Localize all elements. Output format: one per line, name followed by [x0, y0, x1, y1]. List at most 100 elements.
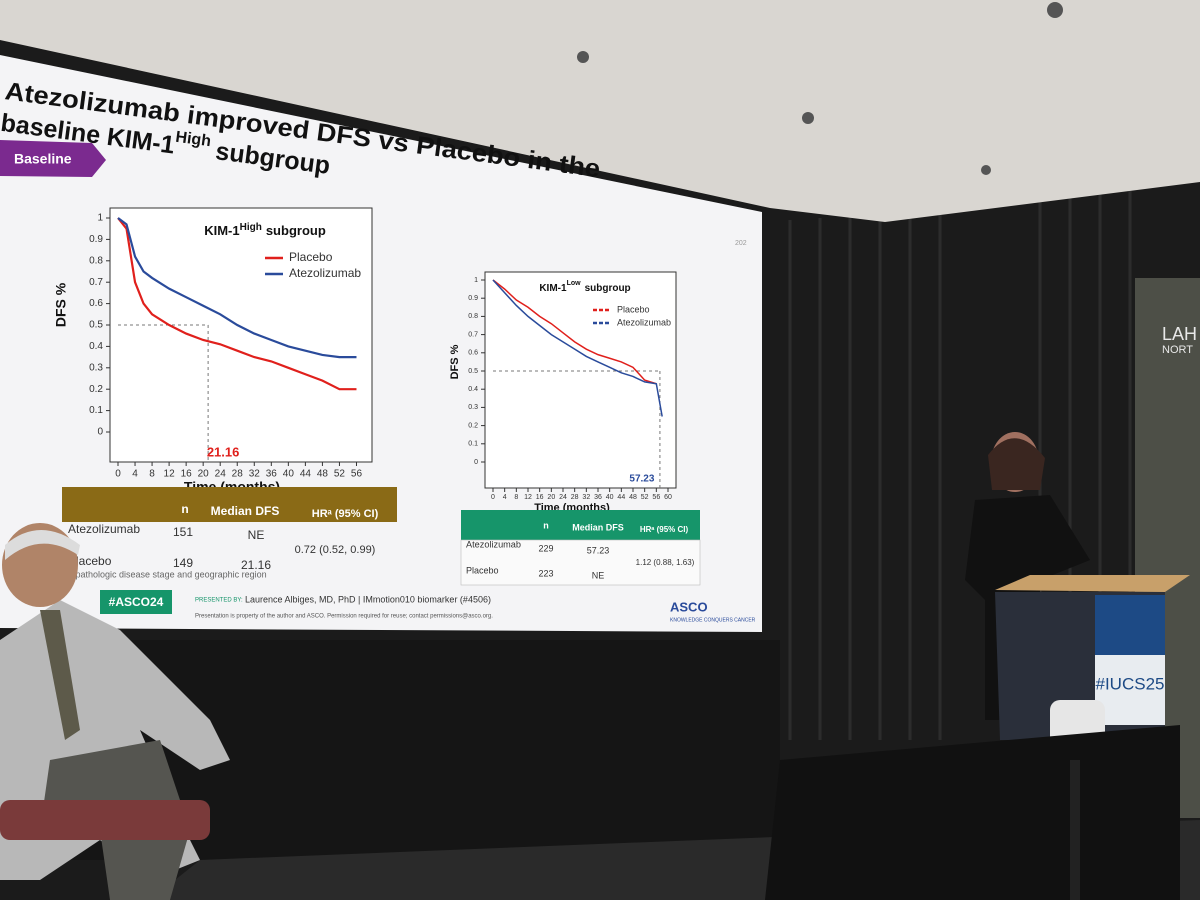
series-line [492, 279, 657, 385]
ceiling-light [1047, 2, 1063, 18]
x-tick-label: 12 [164, 469, 176, 480]
table: n Median DFS HRᵃ (95% CI) Atezolizumab 1… [62, 487, 397, 579]
y-tick-label: 0.8 [89, 255, 103, 266]
hashtag: #ASCO24 [109, 595, 164, 609]
table-head: n [181, 502, 188, 516]
x-tick-label: 48 [629, 494, 637, 501]
presenter: Laurence Albiges, MD, PhD | IMmotion010 … [245, 594, 491, 604]
x-tick-label: 36 [266, 469, 278, 480]
x-tick-label: 44 [300, 469, 312, 480]
x-tick-label: 52 [334, 469, 346, 480]
y-tick-label: 0.4 [468, 386, 478, 393]
y-tick-label: 0.6 [89, 298, 103, 309]
x-tick-label: 8 [514, 494, 518, 501]
table-header [461, 510, 700, 540]
series-line [117, 217, 357, 391]
table-cell: NE [248, 528, 265, 542]
y-tick-label: 0.6 [468, 350, 478, 357]
x-tick-label: 36 [594, 494, 602, 501]
x-tick-label: 28 [571, 494, 579, 501]
x-tick-label: 32 [582, 494, 590, 501]
y-tick-label: 0.9 [468, 295, 478, 302]
y-tick-label: 0 [97, 427, 103, 438]
footnote: a pathologic disease stage and geographi… [68, 569, 267, 579]
x-tick-label: 4 [132, 469, 138, 480]
ceiling-light [577, 51, 589, 63]
logo: ASCO [670, 599, 708, 614]
title-superscript: High [240, 222, 262, 233]
ceiling [0, 0, 1200, 222]
table-cell: NE [592, 570, 605, 580]
y-tick-label: 0.4 [89, 341, 103, 352]
x-tick-label: 60 [664, 494, 672, 501]
ceiling-light [802, 112, 814, 124]
podium: #IUCS25 [995, 575, 1190, 740]
legend-label: Atezolizumab [617, 317, 671, 327]
y-tick-label: 0.3 [89, 362, 103, 373]
x-tick-label: 52 [641, 494, 649, 501]
table-hr: 1.12 (0.88, 1.63) [636, 558, 695, 567]
x-tick-label: 8 [149, 469, 155, 480]
title-text: subgroup [585, 283, 631, 294]
x-tick-label: 0 [115, 469, 121, 480]
x-tick-label: 40 [606, 494, 614, 501]
y-tick-label: 0.5 [468, 368, 478, 375]
x-tick-label: 16 [536, 494, 544, 501]
table-body [460, 539, 701, 586]
title-superscript: Low [567, 280, 582, 287]
table-cell: Placebo [466, 565, 499, 575]
x-tick-label: 32 [249, 469, 261, 480]
x-tick-label: 28 [232, 469, 244, 480]
legend-label: Placebo [617, 304, 650, 314]
y-tick-label: 0.9 [89, 234, 103, 245]
table-cell: 229 [538, 543, 553, 553]
x-tick-label: 16 [181, 469, 193, 480]
table-head: HRᵃ (95% CI) [640, 525, 689, 534]
x-tick-label: 40 [283, 469, 295, 480]
y-axis-label: DFS % [449, 344, 461, 379]
table-cell: Atezolizumab [466, 539, 521, 549]
sign-text: LAH [1162, 324, 1197, 344]
table-cell: 149 [173, 556, 193, 570]
table-cell: 21.16 [241, 558, 271, 572]
title-text: subgroup [266, 223, 326, 238]
badge [0, 140, 106, 177]
ceiling-light [981, 165, 991, 175]
table-head: Median DFS [211, 504, 280, 518]
x-tick-label: 20 [547, 494, 555, 501]
y-tick-label: 0 [474, 459, 478, 466]
logo-tagline: KNOWLEDGE CONQUERS CANCER [670, 617, 756, 623]
y-tick-label: 0.8 [468, 313, 478, 320]
table-head: Median DFS [572, 522, 624, 532]
y-tick-label: 1 [474, 277, 478, 284]
y-tick-label: 0.7 [89, 277, 103, 288]
chart-title: KIM-1High subgroup [204, 222, 326, 239]
x-tick-label: 48 [317, 469, 329, 480]
y-tick-label: 0.1 [89, 405, 103, 416]
median-label: 21.16 [207, 444, 240, 459]
hashtag-box [100, 590, 172, 614]
table-cell: Atezolizumab [68, 522, 140, 536]
legend-label: Atezolizumab [289, 266, 361, 280]
podium-text: #IUCS25 [1096, 674, 1165, 693]
y-tick-label: 1 [97, 213, 103, 224]
title-superscript: High [174, 129, 211, 151]
table-head: HRᵃ (95% CI) [312, 508, 379, 520]
series-line [117, 217, 357, 359]
table-cell: 57.23 [587, 545, 610, 555]
table-cell: Placebo [68, 554, 112, 568]
y-tick-label: 0.5 [89, 320, 103, 331]
x-tick-label: 4 [503, 494, 507, 501]
plot-area [109, 207, 373, 463]
x-tick-label: 12 [524, 494, 532, 501]
x-tick-label: 0 [491, 494, 495, 501]
title-text: KIM-1 [204, 223, 239, 238]
chart-title: KIM-1Low subgroup [539, 280, 630, 294]
seated-man [0, 523, 230, 900]
sign-text: NORT [1162, 344, 1193, 356]
x-tick-label: 44 [617, 494, 625, 501]
page-number: 202 [735, 240, 747, 247]
badge-text: Baseline [14, 151, 72, 167]
